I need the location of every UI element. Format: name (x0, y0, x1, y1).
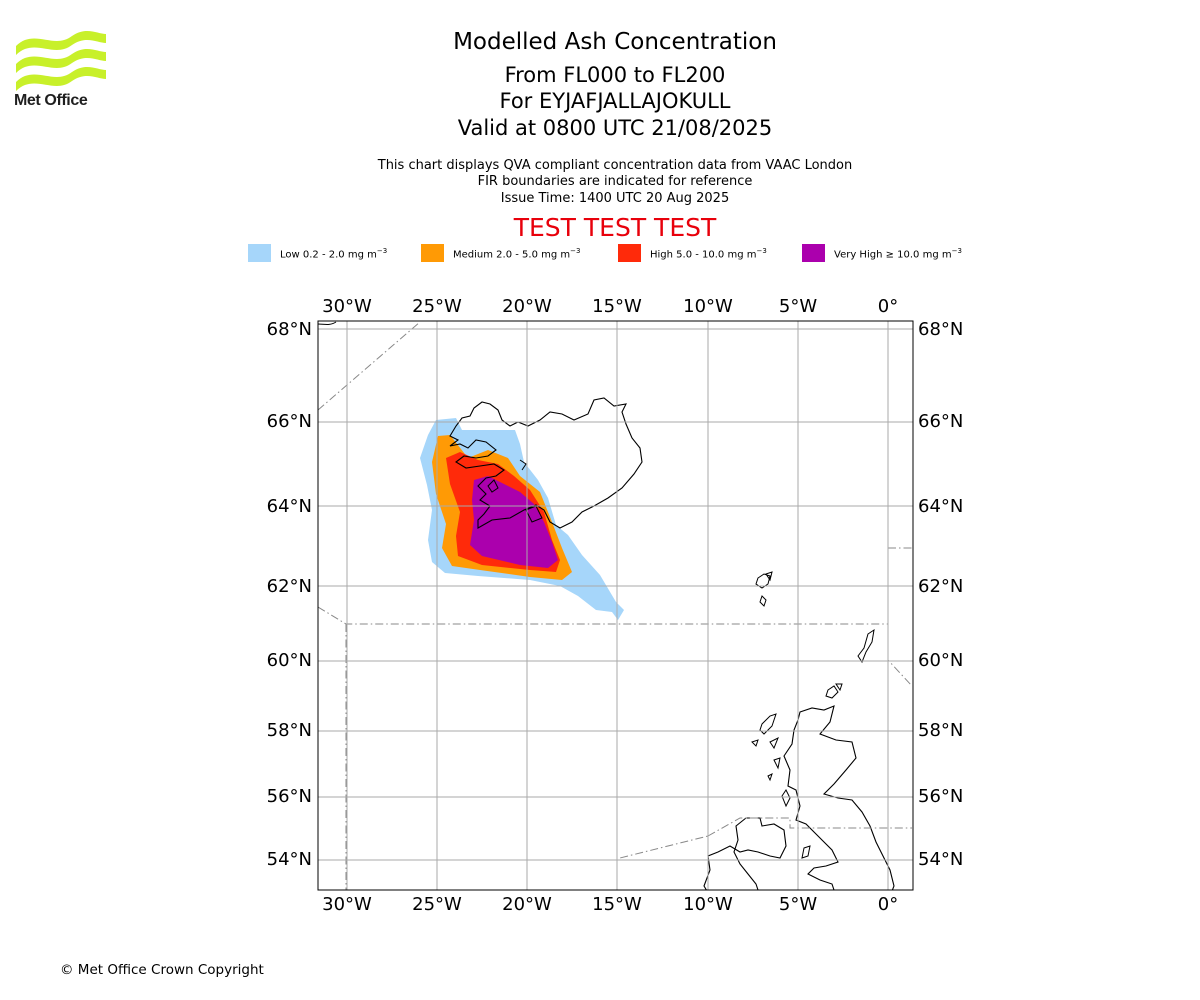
met-office-logo (16, 30, 106, 91)
logo-wordmark: Met Office (14, 92, 88, 109)
lat-tick-left: 58°N (267, 720, 312, 741)
iceland-coastline (449, 397, 643, 529)
legend-label-low: Low 0.2 - 2.0 mg m (280, 249, 377, 261)
lat-tick-left: 62°N (267, 576, 312, 597)
fir-note: FIR boundaries are indicated for referen… (477, 174, 753, 189)
lat-tick-right: 60°N (918, 650, 963, 671)
lon-tick-bottom: 20°W (502, 894, 552, 915)
legend-unit-exp: −3 (951, 247, 962, 255)
legend-label-medium: Medium 2.0 - 5.0 mg m (453, 249, 571, 261)
map-frame (317, 320, 914, 891)
lon-tick-top: 15°W (592, 296, 642, 317)
legend-label-very-high: Very High ≥ 10.0 mg m (834, 249, 952, 261)
chart-title: Modelled Ash Concentration (453, 29, 777, 55)
lon-tick-bottom: 15°W (592, 894, 642, 915)
lat-tick-right: 62°N (918, 576, 963, 597)
issue-time: Issue Time: 1400 UTC 20 Aug 2025 (500, 191, 730, 206)
lon-tick-top: 10°W (683, 296, 733, 317)
graticule (318, 321, 913, 890)
legend-unit-exp: −3 (570, 247, 581, 255)
lat-tick-right: 58°N (918, 720, 963, 741)
greenland-fragment (318, 321, 337, 325)
volcano-name: For EYJAFJALLAJOKULL (499, 89, 731, 113)
isle-of-man (801, 845, 811, 859)
lon-tick-bottom: 5°W (779, 894, 817, 915)
hebrides (751, 713, 791, 808)
shetland (857, 628, 875, 664)
lat-tick-right: 68°N (918, 319, 963, 340)
flight-level-range: From FL000 to FL200 (504, 63, 726, 87)
orkney (825, 683, 843, 699)
lon-tick-top: 25°W (412, 296, 462, 317)
lat-tick-left: 68°N (267, 319, 312, 340)
lat-tick-left: 56°N (267, 786, 312, 807)
test-banner: TEST TEST TEST (513, 213, 717, 242)
lon-tick-top: 0° (878, 296, 898, 317)
lat-tick-left: 66°N (267, 411, 312, 432)
legend-unit-exp: −3 (376, 247, 388, 255)
lon-tick-top: 30°W (322, 296, 372, 317)
lon-tick-top: 20°W (502, 296, 552, 317)
lon-tick-bottom: 30°W (322, 894, 372, 915)
lon-tick-top: 5°W (779, 296, 817, 317)
legend-label-high: High 5.0 - 10.0 mg m (650, 249, 757, 261)
legend-swatch-medium (421, 244, 444, 262)
lat-tick-right: 56°N (918, 786, 963, 807)
lon-tick-bottom: 0° (878, 894, 898, 915)
lat-tick-right: 54°N (918, 849, 963, 870)
iceland-inner-detail (487, 459, 543, 523)
lat-tick-right: 64°N (918, 496, 963, 517)
copyright-notice: © Met Office Crown Copyright (60, 962, 264, 978)
lon-tick-bottom: 10°W (683, 894, 733, 915)
lat-tick-left: 54°N (267, 849, 312, 870)
valid-time: Valid at 0800 UTC 21/08/2025 (457, 116, 773, 140)
lat-tick-right: 66°N (918, 411, 963, 432)
compliance-note: This chart displays QVA compliant concen… (377, 158, 853, 173)
lon-tick-bottom: 25°W (412, 894, 462, 915)
legend-unit-exp: −3 (756, 247, 767, 255)
ireland-coastline (703, 817, 787, 890)
faroe-islands (755, 571, 773, 607)
legend-swatch-high (618, 244, 641, 262)
ash-area-very-high (470, 476, 558, 568)
lat-tick-left: 60°N (267, 650, 312, 671)
legend-swatch-low (248, 244, 271, 262)
lat-tick-left: 64°N (267, 496, 312, 517)
legend-swatch-very-high (802, 244, 825, 262)
great-britain-coastline (783, 705, 895, 890)
